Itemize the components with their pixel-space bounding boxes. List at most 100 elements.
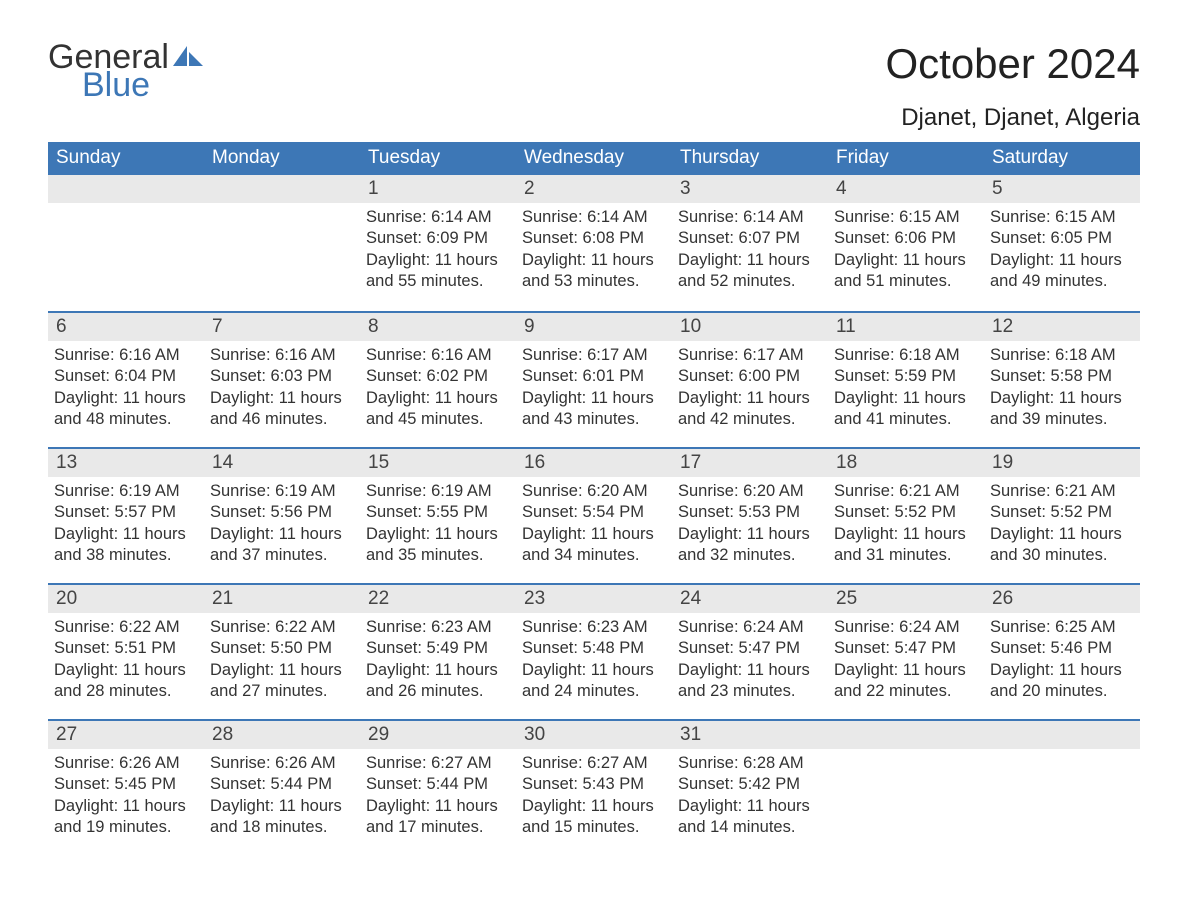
sunrise-line: Sunrise: 6:23 AM — [366, 617, 510, 638]
day-number: 24 — [672, 585, 828, 613]
sunrise-line: Sunrise: 6:18 AM — [834, 345, 978, 366]
calendar-day: 17Sunrise: 6:20 AMSunset: 5:53 PMDayligh… — [672, 449, 828, 575]
calendar-day: 23Sunrise: 6:23 AMSunset: 5:48 PMDayligh… — [516, 585, 672, 711]
day-number: 2 — [516, 175, 672, 203]
sunrise-line: Sunrise: 6:19 AM — [210, 481, 354, 502]
sunset-line: Sunset: 6:08 PM — [522, 228, 666, 249]
day-number: 16 — [516, 449, 672, 477]
calendar-day: 28Sunrise: 6:26 AMSunset: 5:44 PMDayligh… — [204, 721, 360, 847]
daylight-line: Daylight: 11 hours and 41 minutes. — [834, 388, 978, 430]
sunrise-line: Sunrise: 6:28 AM — [678, 753, 822, 774]
daylight-line: Daylight: 11 hours and 30 minutes. — [990, 524, 1134, 566]
day-number: 23 — [516, 585, 672, 613]
sunset-line: Sunset: 5:52 PM — [834, 502, 978, 523]
calendar-day: 4Sunrise: 6:15 AMSunset: 6:06 PMDaylight… — [828, 175, 984, 303]
sunrise-line: Sunrise: 6:22 AM — [210, 617, 354, 638]
sunset-line: Sunset: 6:06 PM — [834, 228, 978, 249]
daylight-line: Daylight: 11 hours and 45 minutes. — [366, 388, 510, 430]
daylight-line: Daylight: 11 hours and 39 minutes. — [990, 388, 1134, 430]
sail-icon — [173, 46, 203, 70]
calendar-day: 25Sunrise: 6:24 AMSunset: 5:47 PMDayligh… — [828, 585, 984, 711]
daylight-line: Daylight: 11 hours and 32 minutes. — [678, 524, 822, 566]
sunset-line: Sunset: 5:51 PM — [54, 638, 198, 659]
sunrise-line: Sunrise: 6:21 AM — [834, 481, 978, 502]
daylight-line: Daylight: 11 hours and 34 minutes. — [522, 524, 666, 566]
sunset-line: Sunset: 5:43 PM — [522, 774, 666, 795]
day-number: 13 — [48, 449, 204, 477]
sunset-line: Sunset: 6:03 PM — [210, 366, 354, 387]
daylight-line: Daylight: 11 hours and 38 minutes. — [54, 524, 198, 566]
day-number: 12 — [984, 313, 1140, 341]
calendar-day: 24Sunrise: 6:24 AMSunset: 5:47 PMDayligh… — [672, 585, 828, 711]
day-number: 30 — [516, 721, 672, 749]
brand-word2: Blue — [82, 68, 203, 102]
sunrise-line: Sunrise: 6:17 AM — [678, 345, 822, 366]
calendar-day: 26Sunrise: 6:25 AMSunset: 5:46 PMDayligh… — [984, 585, 1140, 711]
daylight-line: Daylight: 11 hours and 15 minutes. — [522, 796, 666, 838]
calendar-week: 20Sunrise: 6:22 AMSunset: 5:51 PMDayligh… — [48, 583, 1140, 711]
weekday-header: Wednesday — [516, 142, 672, 175]
sunrise-line: Sunrise: 6:23 AM — [522, 617, 666, 638]
calendar-day: 7Sunrise: 6:16 AMSunset: 6:03 PMDaylight… — [204, 313, 360, 439]
day-number — [984, 721, 1140, 749]
daylight-line: Daylight: 11 hours and 51 minutes. — [834, 250, 978, 292]
sunset-line: Sunset: 5:53 PM — [678, 502, 822, 523]
calendar-week: 6Sunrise: 6:16 AMSunset: 6:04 PMDaylight… — [48, 311, 1140, 439]
calendar-day: 3Sunrise: 6:14 AMSunset: 6:07 PMDaylight… — [672, 175, 828, 303]
weekday-header: Tuesday — [360, 142, 516, 175]
day-number: 28 — [204, 721, 360, 749]
daylight-line: Daylight: 11 hours and 42 minutes. — [678, 388, 822, 430]
sunrise-line: Sunrise: 6:25 AM — [990, 617, 1134, 638]
calendar-day: 27Sunrise: 6:26 AMSunset: 5:45 PMDayligh… — [48, 721, 204, 847]
day-number: 22 — [360, 585, 516, 613]
calendar-day: 8Sunrise: 6:16 AMSunset: 6:02 PMDaylight… — [360, 313, 516, 439]
sunset-line: Sunset: 6:04 PM — [54, 366, 198, 387]
calendar-day: 16Sunrise: 6:20 AMSunset: 5:54 PMDayligh… — [516, 449, 672, 575]
brand-logo: General Blue — [48, 40, 203, 102]
sunset-line: Sunset: 6:05 PM — [990, 228, 1134, 249]
sunrise-line: Sunrise: 6:18 AM — [990, 345, 1134, 366]
day-number: 19 — [984, 449, 1140, 477]
daylight-line: Daylight: 11 hours and 22 minutes. — [834, 660, 978, 702]
sunset-line: Sunset: 5:57 PM — [54, 502, 198, 523]
day-number: 6 — [48, 313, 204, 341]
sunset-line: Sunset: 5:47 PM — [834, 638, 978, 659]
sunrise-line: Sunrise: 6:14 AM — [366, 207, 510, 228]
day-number: 21 — [204, 585, 360, 613]
calendar-grid: SundayMondayTuesdayWednesdayThursdayFrid… — [48, 142, 1140, 847]
sunset-line: Sunset: 6:01 PM — [522, 366, 666, 387]
daylight-line: Daylight: 11 hours and 43 minutes. — [522, 388, 666, 430]
weekday-header: Thursday — [672, 142, 828, 175]
sunset-line: Sunset: 5:58 PM — [990, 366, 1134, 387]
sunrise-line: Sunrise: 6:15 AM — [834, 207, 978, 228]
sunrise-line: Sunrise: 6:24 AM — [678, 617, 822, 638]
daylight-line: Daylight: 11 hours and 14 minutes. — [678, 796, 822, 838]
calendar-day — [204, 175, 360, 303]
calendar-week: 13Sunrise: 6:19 AMSunset: 5:57 PMDayligh… — [48, 447, 1140, 575]
day-number: 25 — [828, 585, 984, 613]
calendar-day: 29Sunrise: 6:27 AMSunset: 5:44 PMDayligh… — [360, 721, 516, 847]
sunrise-line: Sunrise: 6:26 AM — [210, 753, 354, 774]
daylight-line: Daylight: 11 hours and 49 minutes. — [990, 250, 1134, 292]
sunset-line: Sunset: 5:46 PM — [990, 638, 1134, 659]
sunset-line: Sunset: 5:50 PM — [210, 638, 354, 659]
daylight-line: Daylight: 11 hours and 24 minutes. — [522, 660, 666, 702]
weekday-header: Saturday — [984, 142, 1140, 175]
calendar-day: 20Sunrise: 6:22 AMSunset: 5:51 PMDayligh… — [48, 585, 204, 711]
day-number: 3 — [672, 175, 828, 203]
daylight-line: Daylight: 11 hours and 17 minutes. — [366, 796, 510, 838]
daylight-line: Daylight: 11 hours and 53 minutes. — [522, 250, 666, 292]
sunrise-line: Sunrise: 6:20 AM — [678, 481, 822, 502]
day-number: 15 — [360, 449, 516, 477]
sunset-line: Sunset: 5:55 PM — [366, 502, 510, 523]
daylight-line: Daylight: 11 hours and 20 minutes. — [990, 660, 1134, 702]
calendar-day: 31Sunrise: 6:28 AMSunset: 5:42 PMDayligh… — [672, 721, 828, 847]
weekday-header-row: SundayMondayTuesdayWednesdayThursdayFrid… — [48, 142, 1140, 175]
sunset-line: Sunset: 5:47 PM — [678, 638, 822, 659]
sunrise-line: Sunrise: 6:17 AM — [522, 345, 666, 366]
sunset-line: Sunset: 6:02 PM — [366, 366, 510, 387]
calendar-day: 30Sunrise: 6:27 AMSunset: 5:43 PMDayligh… — [516, 721, 672, 847]
calendar-day: 1Sunrise: 6:14 AMSunset: 6:09 PMDaylight… — [360, 175, 516, 303]
daylight-line: Daylight: 11 hours and 35 minutes. — [366, 524, 510, 566]
sunset-line: Sunset: 5:56 PM — [210, 502, 354, 523]
